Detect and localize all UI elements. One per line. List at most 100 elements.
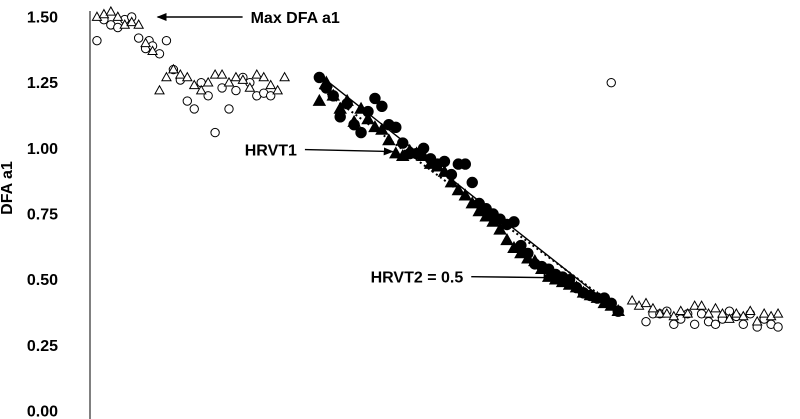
open-triangle-point [209, 68, 221, 79]
open-triangle-point [640, 297, 652, 308]
open-triangle-point [147, 45, 158, 56]
filled-triangle-point [319, 75, 334, 88]
filled-triangle-point [479, 209, 493, 222]
filled-triangle-point [444, 175, 459, 188]
y-tick-label: 0.50 [27, 272, 58, 289]
filled-triangle-point [604, 298, 618, 311]
filled-triangle-point [500, 233, 514, 246]
y-tick-label: 0.00 [27, 404, 58, 419]
open-triangle-point [216, 68, 228, 79]
filled-triangle-point [514, 246, 528, 259]
open-triangle-point [668, 310, 680, 321]
open-triangle-point [758, 307, 770, 318]
open-circle-point [689, 319, 700, 330]
filled-triangle-point [340, 93, 354, 106]
y-axis-title: DFA a1 [0, 161, 16, 215]
filled-triangle-point [354, 101, 368, 114]
open-circle-point [710, 319, 721, 330]
open-triangle-point [126, 16, 138, 27]
open-triangle-point [661, 307, 673, 318]
open-triangle-point [682, 307, 694, 318]
open-triangle-point [230, 71, 242, 82]
annotations: Max DFA a1 HRVT1 HRVT2 = 0.5 [156, 10, 554, 287]
open-circle-point [606, 77, 616, 88]
filled-triangle-point [437, 164, 452, 177]
filled-circle-point [466, 176, 478, 189]
open-triangle-point [696, 300, 708, 310]
open-triangle-point [737, 310, 749, 321]
filled-triangle-point [423, 156, 438, 169]
open-circle-point [182, 96, 193, 106]
open-triangle-point [140, 37, 152, 48]
open-triangle-point [710, 302, 721, 313]
y-tick-label: 1.00 [27, 141, 58, 158]
filled-triangle-point [451, 183, 466, 196]
open-circle-point [231, 85, 241, 96]
open-triangle-point [154, 84, 165, 95]
filled-triangle-point [402, 143, 417, 156]
open-triangle-point [723, 313, 735, 323]
filled-triangle-point [486, 214, 500, 227]
filled-circle-point [508, 216, 520, 228]
open-circle-point [773, 322, 783, 332]
filled-triangle-point [583, 288, 598, 301]
open-triangle-point [161, 71, 172, 82]
open-triangle-point [181, 71, 193, 82]
open-triangle-point [751, 315, 763, 326]
open-circle-point [224, 104, 234, 114]
filled-triangle-point [562, 277, 577, 290]
open-triangle-point [675, 305, 687, 316]
filled-circle-point [459, 158, 471, 170]
open-triangle-point [105, 5, 117, 16]
filled-triangle-point [507, 240, 521, 253]
open-triangle-point [272, 84, 284, 95]
open-triangle-point [251, 68, 263, 79]
filled-circle-point [376, 100, 388, 113]
filled-triangle-point [465, 196, 479, 209]
open-triangle-point [279, 71, 291, 82]
open-circle-point [641, 316, 651, 327]
open-triangle-point [633, 300, 645, 310]
y-tick-label: 1.50 [27, 10, 58, 27]
filled-triangle-point [611, 303, 625, 317]
filled-triangle-point [416, 148, 431, 162]
filled-triangle-point [535, 261, 549, 274]
annotation-label: HRVT1 [245, 143, 297, 160]
open-triangle-point [626, 294, 638, 305]
filled-triangle-point [368, 120, 382, 133]
open-circle-point [738, 319, 748, 330]
open-triangle-point [765, 310, 777, 321]
filled-triangle-point [361, 112, 375, 125]
annotation-arrow [304, 147, 394, 156]
filled-triangle-point [576, 285, 591, 298]
data-points [91, 5, 784, 332]
open-circle-point [133, 33, 144, 43]
open-triangle-point [119, 19, 131, 29]
open-triangle-point [689, 300, 701, 310]
annotation-label: HRVT2 = 0.5 [371, 270, 464, 287]
filled-circle-point [397, 137, 409, 149]
filled-triangle-point [333, 101, 347, 114]
filled-triangle-point [472, 204, 486, 217]
filled-triangle-point [430, 159, 445, 172]
filled-triangle-point [493, 222, 507, 235]
open-triangle-point [703, 307, 714, 318]
filled-triangle-point [528, 254, 542, 267]
y-tick-label: 1.25 [27, 75, 58, 92]
open-triangle-point [717, 307, 728, 318]
annotation-arrow [471, 273, 554, 282]
filled-triangle-point [590, 290, 605, 303]
open-triangle-point [265, 79, 277, 90]
open-triangle-point [167, 63, 179, 74]
filled-triangle-point [312, 93, 327, 106]
y-tick-label: 0.75 [27, 207, 58, 224]
open-triangle-point [258, 71, 270, 82]
open-circle-point [210, 127, 220, 138]
filled-triangle-point [521, 251, 535, 264]
filled-triangle-point [458, 188, 473, 201]
open-triangle-point [98, 8, 110, 19]
open-circle-point [161, 35, 172, 46]
y-tick-label: 0.25 [27, 338, 58, 355]
filled-circle-point [369, 92, 381, 105]
